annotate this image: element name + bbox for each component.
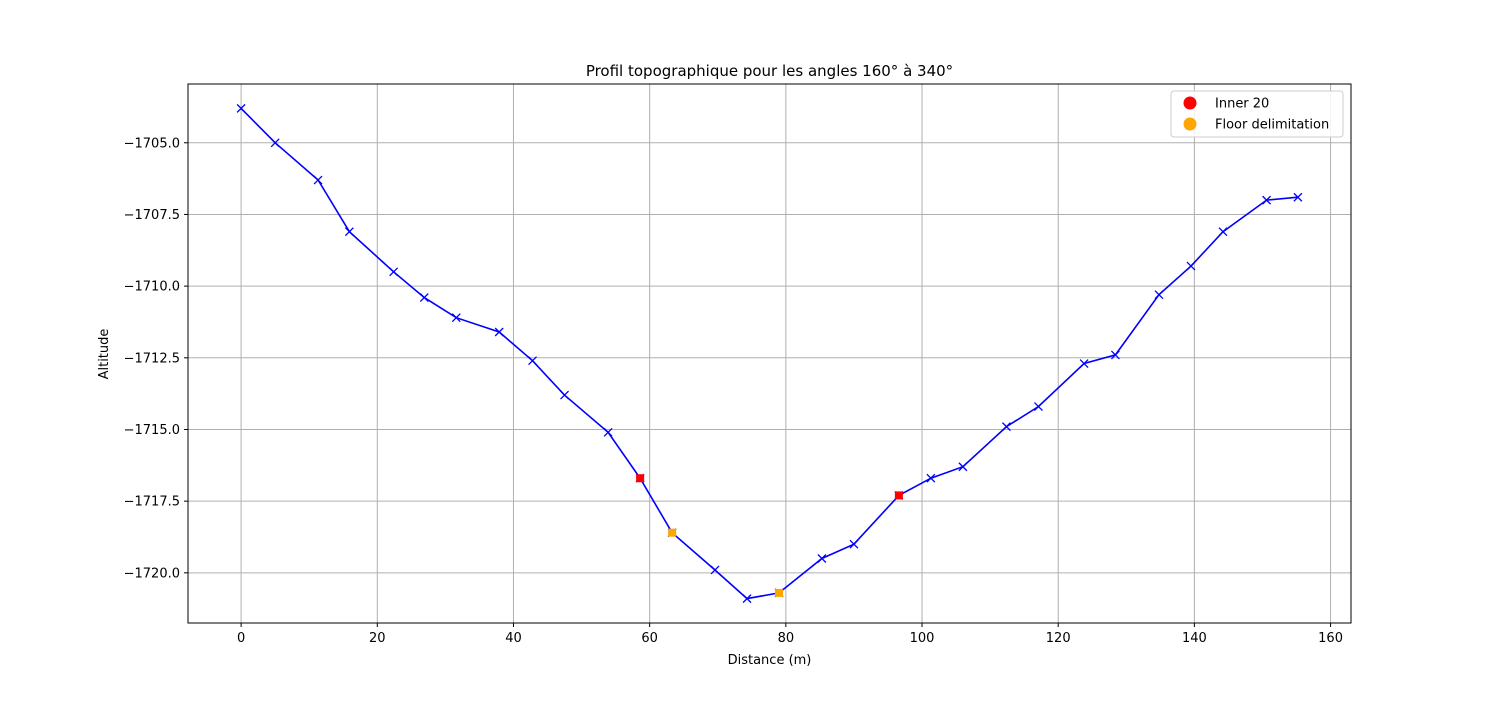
x-tick-label: 60 — [641, 631, 658, 646]
profile-point — [1293, 192, 1303, 202]
x-tick-label: 40 — [505, 631, 522, 646]
profile-point — [528, 356, 538, 366]
legend: Inner 20 Floor delimitation — [1170, 90, 1344, 138]
profile-point — [1262, 195, 1272, 205]
profile-point — [236, 103, 246, 113]
x-tick-label: 140 — [1182, 631, 1207, 646]
profile-point — [560, 390, 570, 400]
profile-point — [1186, 261, 1196, 271]
y-tick-label: −1715.0 — [124, 423, 180, 438]
profile-point — [603, 427, 613, 437]
profile-point — [817, 554, 827, 563]
x-axis-label: Distance (m) — [728, 653, 812, 668]
x-tick-label: 0 — [237, 631, 245, 646]
profile-point — [1218, 227, 1228, 237]
profile-point — [419, 293, 429, 303]
chart-title: Profil topographique pour les angles 160… — [586, 62, 953, 80]
profile-point — [1154, 290, 1164, 300]
inner-20-point — [636, 474, 645, 483]
plot-frame — [187, 83, 1352, 624]
profile-point — [1079, 359, 1089, 368]
y-axis-label: Altitude — [97, 329, 112, 380]
legend-marker-inner-20 — [1183, 96, 1197, 110]
profile-point — [313, 175, 323, 185]
profile-point — [926, 473, 936, 483]
y-tick-label: −1710.0 — [124, 280, 180, 295]
profile-point — [451, 313, 461, 323]
legend-marker-floor-delimitation — [1183, 117, 1197, 131]
legend-label-inner-20: Inner 20 — [1215, 97, 1269, 112]
profile-point — [344, 227, 354, 237]
profile-point — [742, 594, 752, 604]
y-tick-label: −1705.0 — [124, 136, 180, 151]
profile-point — [958, 462, 968, 472]
axis-ticks: 0 20 40 60 80 100 120 140 160 −1705.0 −1707.5 −1710… — [124, 136, 1343, 646]
profile-point — [494, 327, 504, 337]
plot-series — [236, 103, 1303, 604]
floor-delimitation-point — [668, 528, 677, 537]
x-tick-label: 80 — [778, 631, 795, 646]
legend-box — [1170, 90, 1344, 138]
floor-delimitation-point — [775, 588, 784, 597]
legend-label-floor-delimitation: Floor delimitation — [1215, 118, 1329, 133]
x-tick-label: 120 — [1046, 631, 1071, 646]
profile-point — [389, 267, 399, 277]
profile-point — [1110, 350, 1120, 360]
inner-20-point — [894, 491, 903, 500]
profile-point — [1034, 402, 1043, 411]
x-tick-label: 160 — [1318, 631, 1343, 646]
profile-point — [1001, 422, 1011, 432]
y-tick-label: −1707.5 — [124, 208, 180, 223]
y-tick-label: −1720.0 — [124, 566, 180, 581]
y-tick-label: −1712.5 — [124, 351, 180, 366]
profile-point — [270, 138, 280, 148]
profile-point — [710, 565, 720, 575]
x-tick-label: 100 — [910, 631, 935, 646]
grid — [188, 84, 1351, 623]
y-tick-label: −1717.5 — [124, 495, 180, 510]
x-tick-label: 20 — [369, 631, 386, 646]
profile-point — [849, 539, 859, 549]
profile-line — [240, 107, 1298, 600]
